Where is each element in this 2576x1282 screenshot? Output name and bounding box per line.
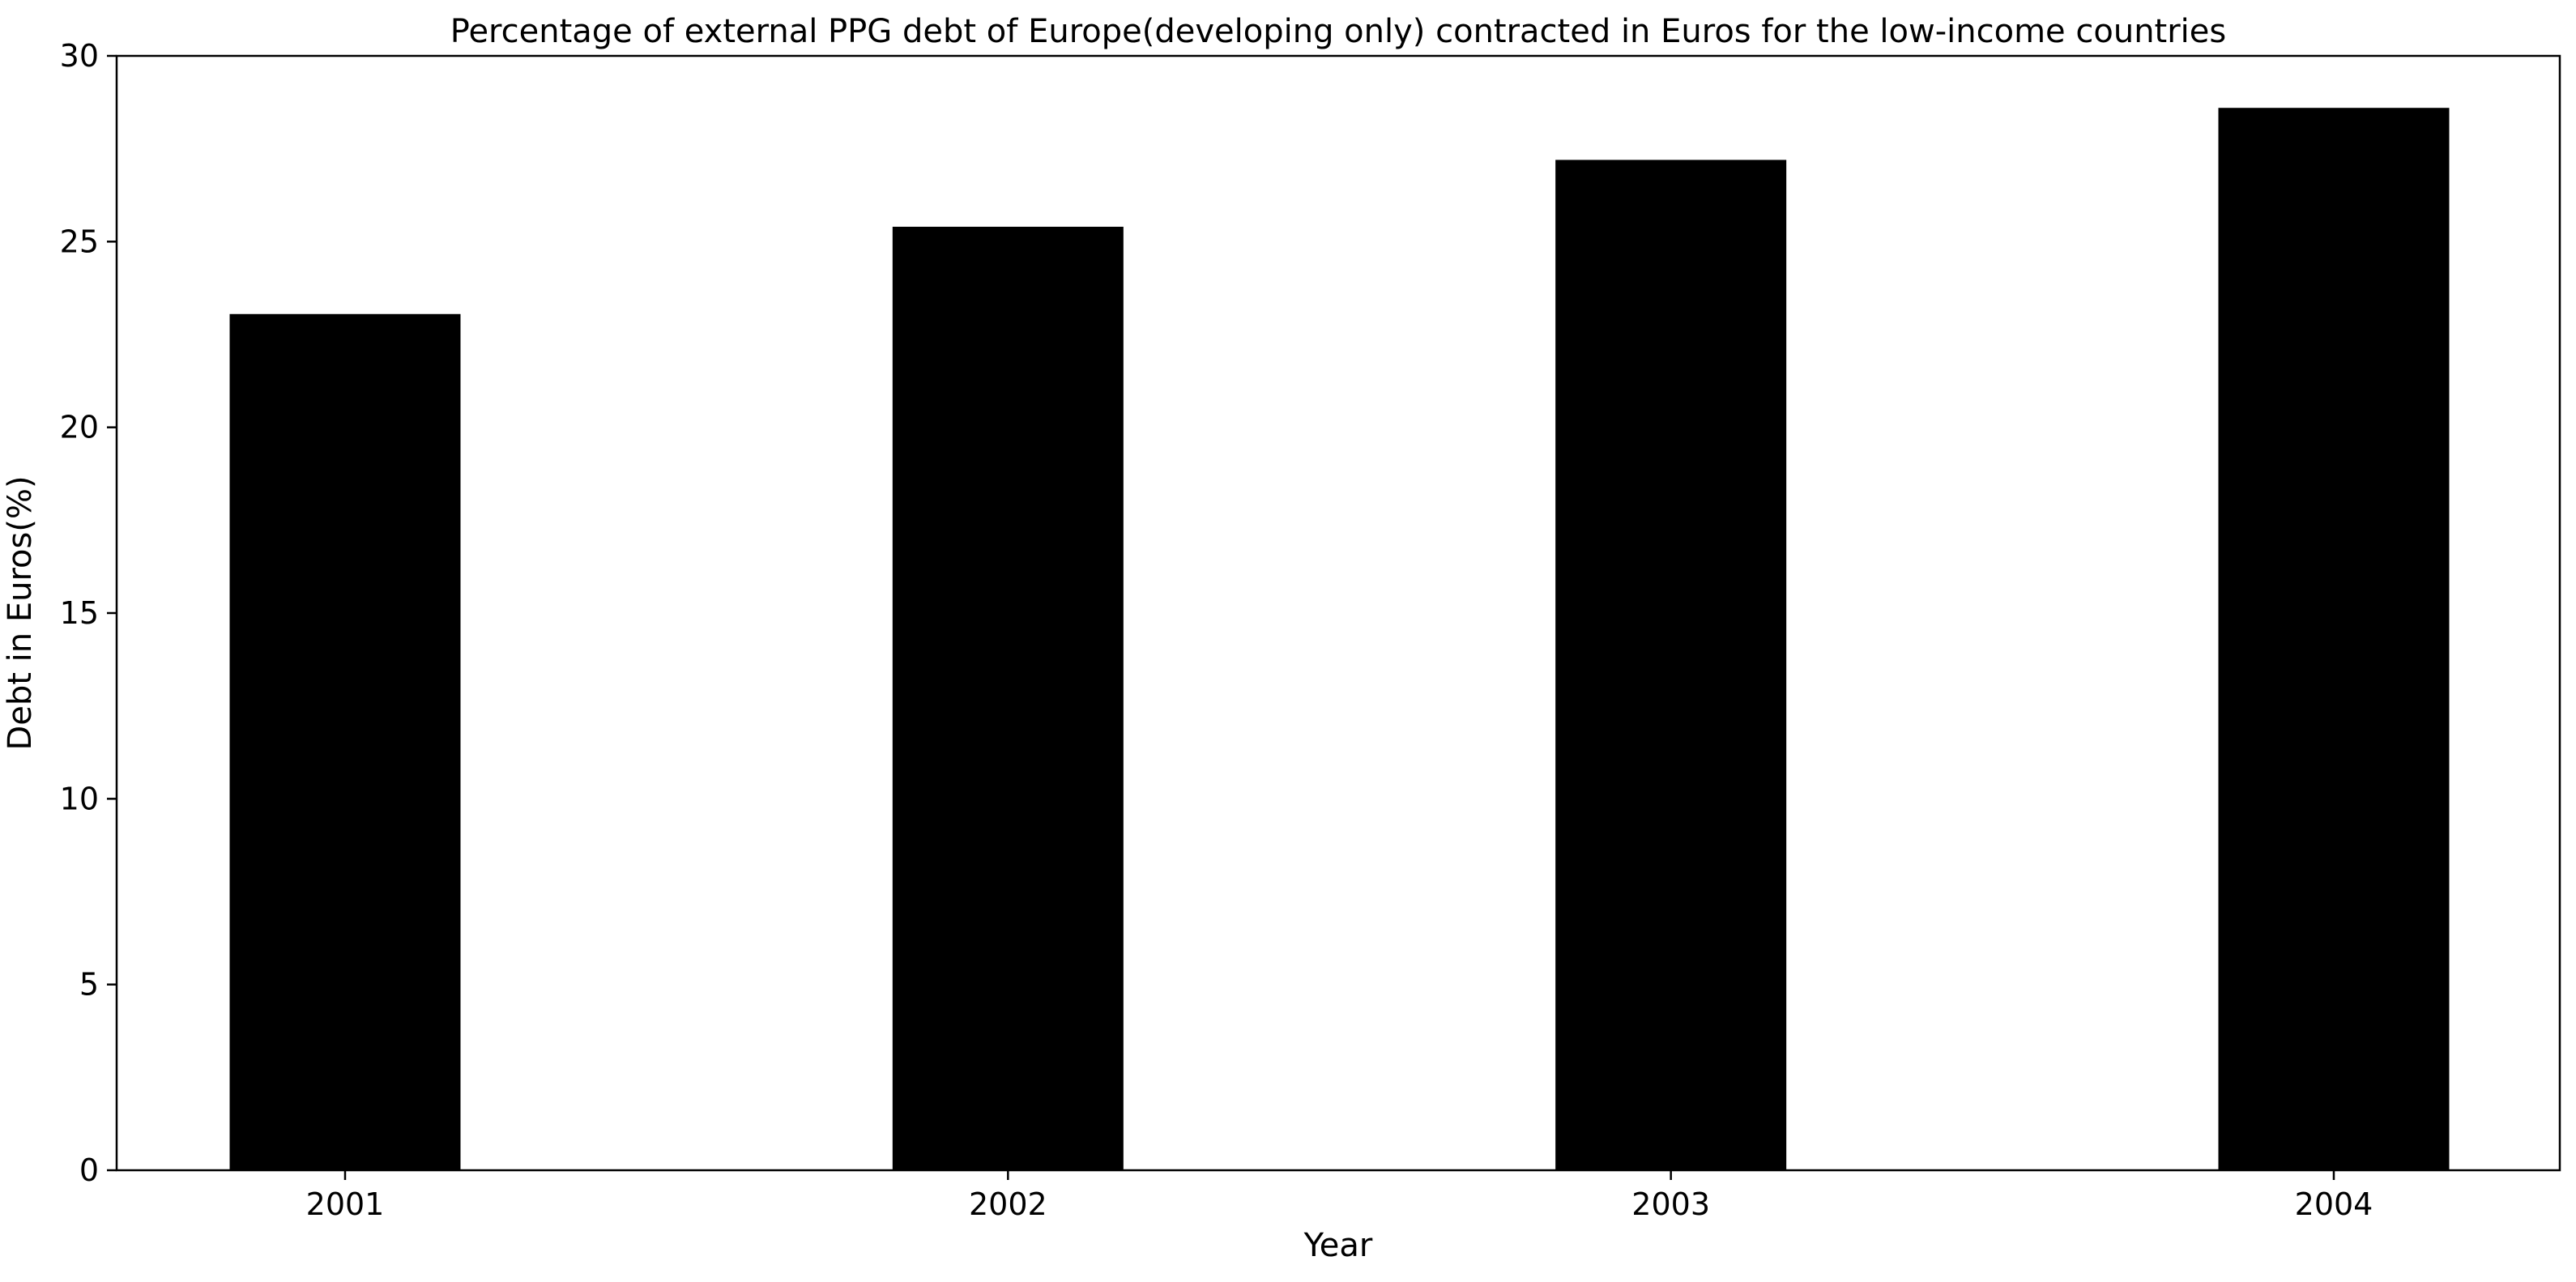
y-axis-label: Debt in Euros(%) [2,475,39,750]
bar-2002 [892,226,1124,1170]
x-tick-label: 2001 [306,1186,385,1222]
y-tick-label: 25 [60,224,99,259]
y-tick-label: 10 [60,781,99,816]
bar-2001 [229,313,461,1171]
y-axis: 0 5 10 15 20 25 30 [60,38,117,1188]
y-tick-label: 15 [60,595,99,631]
x-tick-label: 2003 [1631,1186,1710,1222]
x-axis-label: Year [1303,1227,1373,1264]
plot-frame [115,54,2561,1172]
y-tick-label: 20 [60,410,99,445]
chart-title: Percentage of external PPG debt of Europ… [450,13,2226,50]
y-tick-label: 0 [79,1152,99,1188]
x-tick-label: 2002 [969,1186,1047,1222]
x-axis: 2001 2002 2003 2004 [306,1170,2373,1222]
bar-2003 [1555,160,1787,1171]
bar-2004 [2218,108,2450,1170]
x-tick-label: 2004 [2295,1186,2373,1222]
y-tick-label: 5 [79,967,99,1003]
bars-layer [229,108,2450,1171]
y-tick-label: 30 [60,38,99,74]
